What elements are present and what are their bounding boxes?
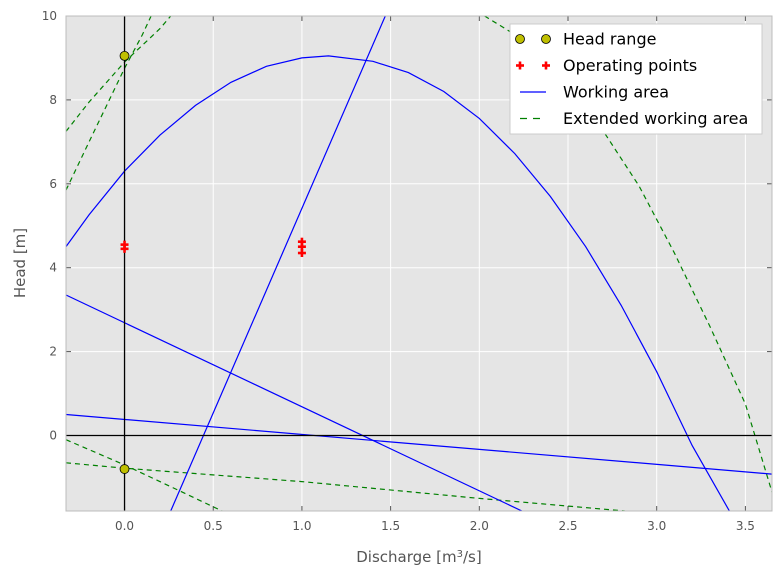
legend-label: Operating points [563,56,697,75]
legend-entry: Head range [515,30,656,49]
working-area-line [66,413,772,475]
y-tick-label: 10 [42,9,57,23]
x-tick-label: 3.5 [736,519,755,533]
x-axis-title: Discharge [m3/s] [356,548,481,566]
legend-marker-circle [541,34,551,44]
working-area-line [66,55,730,511]
x-tick-label: 2.0 [470,519,489,533]
x-axis-title-end: /s] [463,548,482,566]
legend-label: Head range [563,30,656,49]
x-axis-title-superscript: 3 [457,549,463,560]
legend-label: Working area [563,83,669,102]
y-tick-label: 2 [49,345,57,359]
legend-entry: Extended working area [520,109,748,128]
head-range-point [119,50,130,61]
x-tick-label: 0.5 [204,519,223,533]
x-tick-label: 2.5 [558,519,577,533]
plot-area [66,16,772,511]
plot-frame [65,15,773,512]
x-tick-label: 3.0 [647,519,666,533]
y-tick-label: 0 [49,428,57,442]
legend-marker-plus [516,61,524,70]
legend-entry: Operating points [516,56,697,75]
y-tick-label: 8 [49,93,57,107]
operating-point [297,249,306,258]
y-tick-label: 6 [49,177,57,191]
operating-point [120,244,129,253]
legend-marker-plus [542,61,550,70]
head-range-point [119,464,130,474]
x-axis-title-main: Discharge [m [356,548,456,566]
tick-labels: 0.0 0.5 1.0 1.5 2.0 2.5 3.0 3.5 0 2 4 6 8 10 [42,9,755,533]
x-tick-label: 1.5 [381,519,400,533]
working-area-line [66,294,523,511]
y-axis-title: Head [m] [11,228,29,298]
x-tick-label: 1.0 [292,519,311,533]
y-tick-label: 4 [49,261,57,275]
extended-working-area-line [484,16,772,493]
extended-working-area-line [66,462,625,511]
legend-label: Extended working area [563,109,748,128]
legend-marker-circle [515,34,525,44]
x-tick-label: 0.0 [115,519,134,533]
legend-entry: Working area [520,83,669,102]
legend-box [509,23,763,135]
legend: Head range Operating points Working area Ex… [509,23,763,135]
working-area-line [170,16,386,511]
extended-working-area-line [66,439,223,511]
